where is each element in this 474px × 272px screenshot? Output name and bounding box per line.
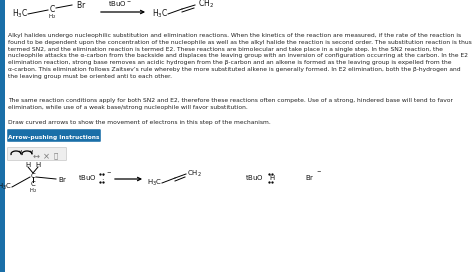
Text: $\mathregular{Br}$: $\mathregular{Br}$ <box>305 172 315 181</box>
Text: $\mathregular{H_3C}$: $\mathregular{H_3C}$ <box>0 182 12 192</box>
FancyBboxPatch shape <box>7 129 101 142</box>
Text: ⌵: ⌵ <box>54 152 58 159</box>
Text: $\mathregular{C}$: $\mathregular{C}$ <box>48 2 55 14</box>
Text: $\mathregular{C}$: $\mathregular{C}$ <box>30 178 36 187</box>
Text: $\mathregular{H_3C}$: $\mathregular{H_3C}$ <box>147 178 162 188</box>
Text: Alkyl halides undergo nucleophilic substitution and elimination reactions. When : Alkyl halides undergo nucleophilic subst… <box>8 33 472 79</box>
Text: H: H <box>270 175 275 181</box>
Text: H: H <box>26 162 31 168</box>
Text: $\mathregular{H_3C}$: $\mathregular{H_3C}$ <box>12 8 28 20</box>
Text: $\mathregular{CH_2}$: $\mathregular{CH_2}$ <box>187 169 202 179</box>
Text: $\mathregular{tBuO^-}$: $\mathregular{tBuO^-}$ <box>108 0 132 8</box>
Text: H: H <box>36 162 41 168</box>
Text: The same reaction conditions apply for both SN2 and E2, therefore these reaction: The same reaction conditions apply for b… <box>8 98 453 110</box>
FancyBboxPatch shape <box>8 147 66 160</box>
Text: Arrow-pushing Instructions: Arrow-pushing Instructions <box>8 135 100 140</box>
Text: $\mathregular{CH_2}$: $\mathregular{CH_2}$ <box>198 0 214 10</box>
Text: $\mathregular{tBuO}$: $\mathregular{tBuO}$ <box>245 174 264 183</box>
Text: $\mathregular{H_2}$: $\mathregular{H_2}$ <box>29 187 37 196</box>
Bar <box>0 0 5 272</box>
Text: −: − <box>316 169 320 175</box>
Text: :: : <box>101 174 103 183</box>
Text: −: − <box>106 171 110 175</box>
Text: $\mathregular{H_3C}$: $\mathregular{H_3C}$ <box>152 8 168 20</box>
Text: $\mathregular{Br}$: $\mathregular{Br}$ <box>58 175 68 184</box>
Text: $\mathregular{Br}$: $\mathregular{Br}$ <box>76 0 86 10</box>
Text: $\mathregular{tBuO}$: $\mathregular{tBuO}$ <box>78 174 97 183</box>
Text: ↔: ↔ <box>33 152 39 161</box>
Text: $\mathregular{H_2}$: $\mathregular{H_2}$ <box>48 13 56 21</box>
Text: Draw curved arrows to show the movement of electrons in this step of the mechani: Draw curved arrows to show the movement … <box>8 120 271 125</box>
Text: ×: × <box>43 152 49 161</box>
Text: $\mathregular{C}$: $\mathregular{C}$ <box>30 171 36 180</box>
